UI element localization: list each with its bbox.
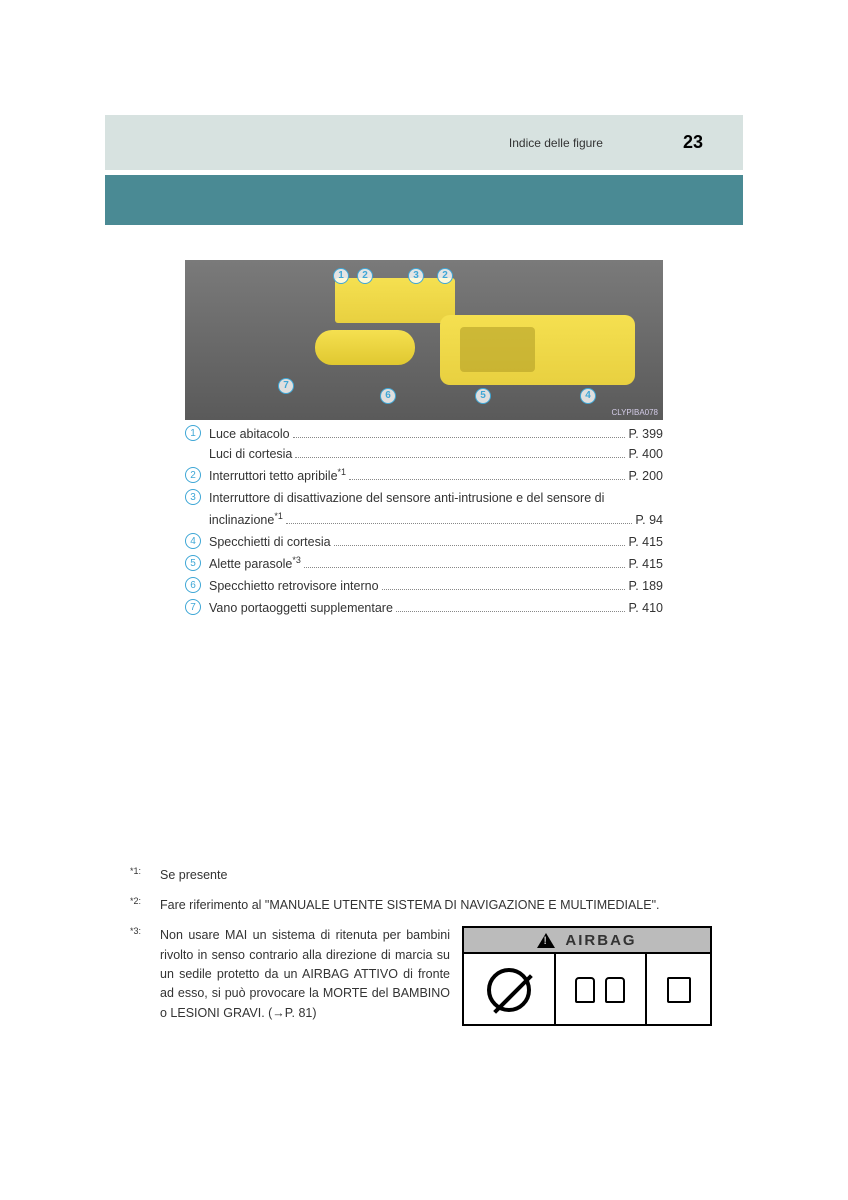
section-label: Indice delle figure xyxy=(509,136,603,150)
index-label: Interruttore di disattivazione del senso… xyxy=(209,491,604,505)
index-label: Specchietto retrovisore interno xyxy=(209,579,379,593)
warning-triangle-icon xyxy=(537,933,555,948)
index-label: Luce abitacolo xyxy=(209,427,290,441)
index-page: P. 399 xyxy=(628,427,663,441)
callout-4: 4 xyxy=(580,388,596,404)
airbag-text: AIRBAG xyxy=(565,932,636,949)
index-label: Vano portaoggetti supplementare xyxy=(209,601,393,615)
index-page: P. 200 xyxy=(628,469,663,483)
sunvisor xyxy=(440,315,635,385)
page-number: 23 xyxy=(683,132,703,153)
index-page: P. 189 xyxy=(628,579,663,593)
callout-2: 2 xyxy=(357,268,373,284)
index-row: 6 Specchietto retrovisore interno P. 189 xyxy=(185,577,663,593)
index-row: 5 Alette parasole*3 P. 415 xyxy=(185,555,663,571)
prohibit-icon xyxy=(487,968,531,1012)
manual-icon xyxy=(667,977,691,1003)
index-page: P. 415 xyxy=(628,535,663,549)
index-number: 7 xyxy=(185,599,201,615)
index-row: 7 Vano portaoggetti supplementare P. 410 xyxy=(185,599,663,615)
index-list: 1 Luce abitacolo P. 399 Luci di cortesia P. … xyxy=(185,425,663,621)
airbag-warning-label: AIRBAG xyxy=(462,926,712,1026)
index-row: Luci di cortesia P. 400 xyxy=(185,447,663,461)
vanity-mirror xyxy=(460,327,535,372)
index-row: 2 Interruttori tetto apribile*1 P. 200 xyxy=(185,467,663,483)
index-number: 3 xyxy=(185,489,201,505)
seat-icon xyxy=(605,977,625,1003)
footnote-3: *3: Non usare MAI un sistema di ritenuta… xyxy=(130,926,712,1026)
index-row: 3 Interruttore di disattivazione del sens… xyxy=(185,489,663,505)
callout-7: 7 xyxy=(278,378,294,394)
index-page: P. 410 xyxy=(628,601,663,615)
footnote-1: *1: Se presente xyxy=(130,866,712,884)
seat-icon xyxy=(575,977,595,1003)
figure-diagram: CLYPIBA078 12327654 xyxy=(185,260,663,420)
index-page: P. 415 xyxy=(628,557,663,571)
overhead-console xyxy=(335,278,455,323)
callout-1: 1 xyxy=(333,268,349,284)
footnotes: *1: Se presente *2: Fare riferimento al … xyxy=(130,866,712,1038)
index-page: P. 94 xyxy=(635,513,663,527)
callout-2: 2 xyxy=(437,268,453,284)
header-band: Indice delle figure 23 xyxy=(105,115,743,170)
rearview-mirror xyxy=(315,330,415,365)
index-label: Alette parasole*3 xyxy=(209,555,301,571)
teal-band xyxy=(105,175,743,225)
index-row: inclinazione*1 P. 94 xyxy=(185,511,663,527)
callout-6: 6 xyxy=(380,388,396,404)
index-row: 1 Luce abitacolo P. 399 xyxy=(185,425,663,441)
callout-3: 3 xyxy=(408,268,424,284)
index-number: 2 xyxy=(185,467,201,483)
index-number: 5 xyxy=(185,555,201,571)
index-label: Specchietti di cortesia xyxy=(209,535,331,549)
index-row: 4 Specchietti di cortesia P. 415 xyxy=(185,533,663,549)
index-number: 4 xyxy=(185,533,201,549)
index-label: Interruttori tetto apribile*1 xyxy=(209,467,346,483)
index-label: inclinazione*1 xyxy=(209,511,283,527)
figure-id: CLYPIBA078 xyxy=(611,408,658,417)
index-number: 1 xyxy=(185,425,201,441)
index-label: Luci di cortesia xyxy=(209,447,292,461)
index-page: P. 400 xyxy=(628,447,663,461)
callout-5: 5 xyxy=(475,388,491,404)
footnote-2: *2: Fare riferimento al "MANUALE UTENTE … xyxy=(130,896,712,914)
index-number: 6 xyxy=(185,577,201,593)
